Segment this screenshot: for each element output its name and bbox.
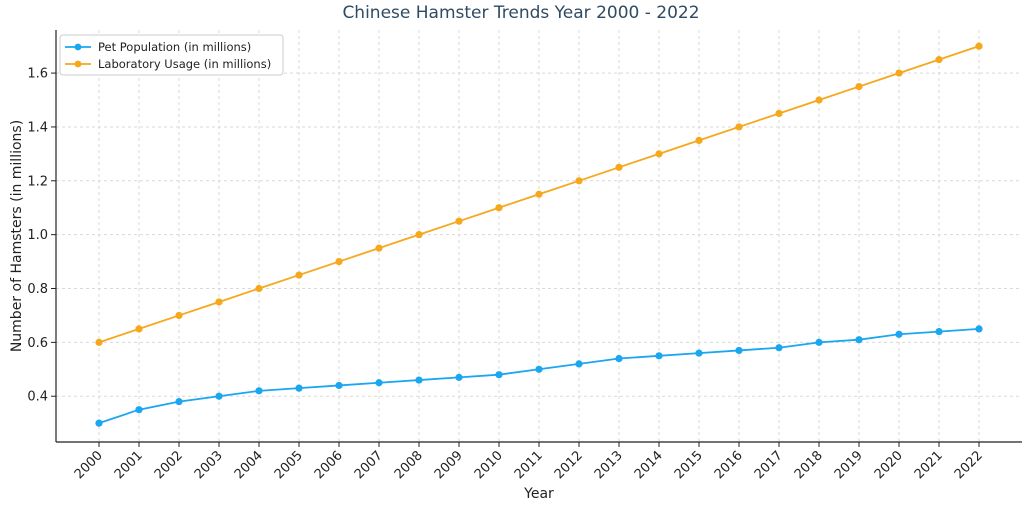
data-point [175, 398, 183, 406]
x-tick-label: 2011 [512, 448, 546, 482]
data-point [575, 360, 583, 368]
data-point [295, 384, 303, 392]
data-point [695, 136, 703, 145]
x-tick-label: 2003 [192, 448, 226, 482]
data-point [695, 349, 703, 357]
data-point [655, 150, 663, 158]
y-tick-label: 0.4 [27, 390, 48, 405]
data-point [295, 271, 303, 279]
grid [56, 30, 1022, 442]
x-tick-label: 2001 [112, 448, 146, 482]
data-point [95, 419, 103, 427]
data-point [415, 231, 423, 239]
x-tick-label: 2004 [232, 448, 266, 482]
y-tick-label: 1.2 [27, 174, 48, 189]
data-point [255, 284, 263, 293]
y-tick-label: 0.8 [27, 282, 48, 297]
data-point [455, 217, 463, 225]
data-point [375, 379, 383, 387]
data-point [655, 352, 663, 360]
x-tick-label: 2018 [792, 448, 826, 482]
data-point [975, 42, 983, 50]
data-point [95, 338, 103, 346]
data-point [935, 327, 943, 336]
data-point [775, 109, 783, 118]
x-tick-label: 2022 [952, 448, 986, 482]
data-point [815, 338, 823, 346]
x-tick-label: 2008 [392, 448, 426, 482]
data-point [775, 344, 783, 352]
data-point [615, 163, 623, 171]
chart-title: Chinese Hamster Trends Year 2000 - 2022 [342, 3, 699, 23]
data-point [615, 354, 623, 363]
legend-label: Laboratory Usage (in millions) [98, 57, 271, 71]
data-point [975, 325, 983, 333]
data-point [495, 204, 503, 212]
data-point [175, 311, 183, 320]
x-tick-label: 2005 [272, 448, 306, 482]
x-tick-label: 2006 [312, 448, 346, 482]
x-tick-label: 2009 [432, 448, 466, 482]
series [95, 42, 983, 427]
x-tick-label: 2015 [672, 448, 706, 482]
x-tick-label: 2007 [352, 448, 386, 482]
data-point [735, 123, 743, 131]
data-point [855, 82, 863, 91]
data-point [215, 392, 223, 400]
data-point [415, 376, 423, 384]
data-point [735, 346, 743, 355]
y-tick-label: 1.6 [27, 67, 48, 82]
y-tick-label: 1.4 [27, 120, 48, 135]
x-axis-label: Year [523, 486, 554, 502]
data-point [135, 325, 143, 333]
data-point [495, 371, 503, 379]
x-tick-label: 2013 [592, 448, 626, 482]
x-tick-label: 2014 [632, 448, 666, 482]
y-axis-label: Number of Hamsters (in millions) [9, 120, 25, 352]
x-tick-label: 2000 [72, 448, 106, 482]
data-point [135, 406, 143, 414]
x-tick-label: 2002 [152, 448, 186, 482]
x-tick-label: 2010 [472, 448, 506, 482]
data-point [535, 365, 543, 373]
data-point [815, 96, 823, 104]
x-tick-label: 2021 [912, 448, 946, 482]
data-point [335, 381, 343, 390]
data-point [855, 336, 863, 344]
data-point [895, 69, 903, 77]
data-point [575, 177, 583, 185]
y-ticks: 0.4 0.6 0.8 1.0 1.2 1.4 1.6 [27, 67, 56, 405]
data-point [535, 190, 543, 198]
legend-label: Pet Population (in millions) [98, 40, 251, 54]
y-tick-label: 1.0 [27, 228, 48, 243]
x-tick-label: 2016 [712, 448, 746, 482]
data-point [215, 298, 223, 306]
y-tick-label: 0.6 [27, 336, 48, 351]
data-point [935, 56, 943, 64]
x-ticks: 2000 2001 2002 2003 2004 2005 2006 2007 2008 2009… [72, 442, 986, 482]
x-tick-label: 2020 [872, 448, 906, 482]
legend-box [59, 34, 284, 76]
data-point [375, 244, 383, 252]
x-tick-label: 2012 [552, 448, 586, 482]
legend-marker [74, 60, 82, 68]
legend-marker [74, 43, 82, 51]
data-point [895, 330, 903, 338]
data-point [255, 387, 263, 395]
legend: Pet Population (in millions) Laboratory U… [59, 34, 284, 76]
x-tick-label: 2017 [752, 448, 786, 482]
data-point [335, 257, 343, 266]
x-tick-label: 2019 [832, 448, 866, 482]
data-point [455, 373, 463, 381]
